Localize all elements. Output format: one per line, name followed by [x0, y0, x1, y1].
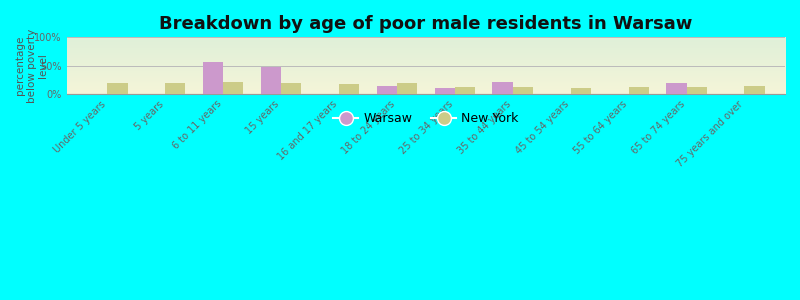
Title: Breakdown by age of poor male residents in Warsaw: Breakdown by age of poor male residents … — [159, 15, 693, 33]
Bar — [686, 87, 707, 94]
Bar — [745, 86, 765, 94]
Bar — [339, 84, 359, 94]
Bar — [513, 87, 533, 94]
Bar — [261, 68, 281, 94]
Bar — [666, 83, 686, 94]
Bar — [281, 83, 302, 94]
Bar — [455, 87, 475, 94]
Bar — [397, 83, 417, 94]
Bar — [107, 83, 127, 94]
Bar — [377, 85, 397, 94]
Bar — [493, 82, 513, 94]
Bar — [570, 88, 591, 94]
Bar — [629, 87, 649, 94]
Y-axis label: percentage
below poverty
level: percentage below poverty level — [15, 28, 48, 103]
Bar — [166, 83, 186, 94]
Bar — [203, 62, 223, 94]
Bar — [434, 88, 455, 94]
Legend: Warsaw, New York: Warsaw, New York — [328, 107, 523, 130]
Bar — [223, 82, 243, 94]
